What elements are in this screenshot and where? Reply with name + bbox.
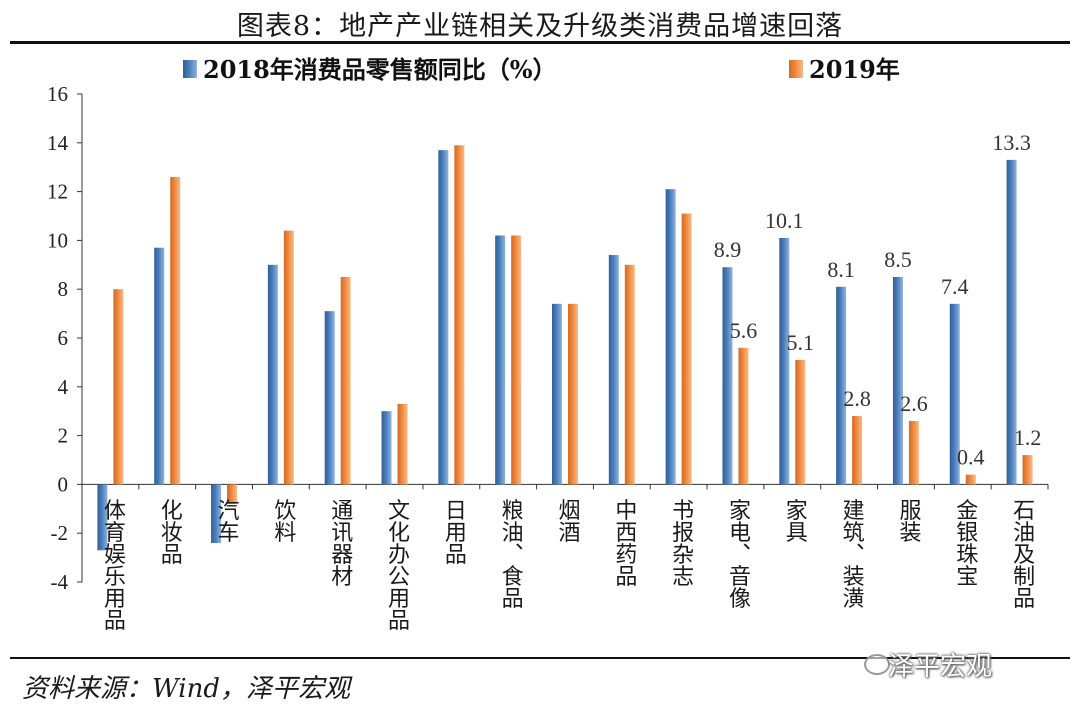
data-label: 0.4 bbox=[957, 445, 985, 470]
category-label: 建筑、装潢 bbox=[839, 498, 865, 608]
legend-label-2018: 2018年消费品零售额同比（%） bbox=[203, 55, 557, 84]
y-tick-label: 10 bbox=[47, 228, 68, 252]
bar-2018-3 bbox=[211, 484, 222, 543]
bar-2018-12 bbox=[722, 267, 733, 485]
bar-2018-9 bbox=[552, 303, 562, 485]
bar-2018-13 bbox=[779, 237, 790, 485]
y-tick-label: 16 bbox=[47, 82, 68, 106]
bar-2019-7 bbox=[454, 145, 465, 485]
data-label: 1.2 bbox=[1014, 425, 1042, 450]
bar-2018-14 bbox=[836, 286, 847, 485]
category-label: 石油及制品 bbox=[1009, 498, 1035, 608]
data-label: 2.6 bbox=[900, 391, 928, 416]
bar-2019-3 bbox=[227, 484, 238, 504]
category-label: 家具 bbox=[782, 498, 808, 542]
category-label: 体育娱乐用品 bbox=[100, 498, 126, 630]
category-label: 烟酒 bbox=[555, 498, 581, 542]
bar-2019-17 bbox=[1022, 455, 1033, 485]
bar-2019-8 bbox=[511, 235, 522, 485]
y-tick-label: 2 bbox=[58, 424, 69, 448]
category-label: 文化办公用品 bbox=[384, 498, 410, 630]
bar-2018-2 bbox=[154, 247, 165, 485]
data-label: 8.9 bbox=[714, 237, 742, 262]
bar-2018-1 bbox=[97, 484, 108, 551]
wechat-icon bbox=[864, 654, 890, 675]
bar-2019-15 bbox=[908, 420, 919, 485]
y-tick-label: 8 bbox=[58, 277, 69, 301]
bar-2019-14 bbox=[852, 416, 863, 485]
data-label: 13.3 bbox=[992, 130, 1031, 155]
bar-2019-5 bbox=[340, 277, 351, 485]
data-label: 2.8 bbox=[843, 386, 871, 411]
category-label: 通讯器材 bbox=[327, 498, 353, 586]
bar-2019-6 bbox=[397, 403, 408, 485]
bar-2018-7 bbox=[438, 150, 449, 485]
bar-2019-13 bbox=[795, 359, 806, 485]
watermark: 泽平宏观 bbox=[888, 652, 993, 682]
data-label: 10.1 bbox=[765, 208, 804, 233]
legend-swatch-2019 bbox=[789, 60, 803, 78]
bar-2018-11 bbox=[665, 189, 676, 485]
data-label: 5.6 bbox=[730, 318, 758, 343]
bar-2019-9 bbox=[568, 303, 578, 485]
y-tick-label: 0 bbox=[58, 472, 69, 496]
category-label: 家电、音像 bbox=[725, 498, 751, 608]
y-tick-label: -4 bbox=[51, 570, 69, 594]
y-tick-label: 6 bbox=[58, 326, 69, 350]
bar-2019-4 bbox=[283, 230, 294, 485]
category-label: 化妆品 bbox=[157, 498, 183, 564]
y-tick-label: 12 bbox=[47, 180, 68, 204]
bar-2018-8 bbox=[495, 235, 506, 485]
bar-chart: -4 -2 0 2 4 6 8 10 12 14 16 体育娱乐用品 化妆品 汽车 饮料 通讯器材 文化办公用品… bbox=[47, 55, 1049, 631]
chart-title: 图表8：地产产业链相关及升级类消费品增速回落 bbox=[236, 11, 844, 42]
data-label: 8.5 bbox=[884, 247, 912, 272]
y-tick-label: -2 bbox=[51, 521, 69, 545]
bar-2018-6 bbox=[381, 411, 392, 485]
bar-2018-15 bbox=[892, 277, 903, 485]
y-tick-label: 14 bbox=[47, 131, 69, 155]
bar-2018-4 bbox=[267, 264, 278, 485]
bar-2019-10 bbox=[624, 264, 635, 485]
data-label: 7.4 bbox=[941, 274, 969, 299]
title-underline bbox=[10, 41, 1070, 44]
category-label: 粮油、食品 bbox=[498, 498, 524, 608]
data-label: 5.1 bbox=[787, 330, 815, 355]
bar-2019-2 bbox=[170, 176, 181, 485]
legend-label-2019: 2019年 bbox=[809, 55, 900, 84]
category-label: 中西药品 bbox=[611, 498, 636, 586]
legend-swatch-2018 bbox=[183, 60, 197, 78]
bar-2018-10 bbox=[608, 255, 619, 485]
category-label: 汽车 bbox=[214, 498, 240, 542]
category-label: 金银珠宝 bbox=[952, 498, 978, 586]
footer-divider bbox=[10, 657, 1070, 659]
bar-2019-1 bbox=[113, 289, 124, 485]
category-label: 书报杂志 bbox=[668, 498, 694, 586]
bar-2019-16 bbox=[965, 474, 976, 485]
category-label: 饮料 bbox=[270, 498, 296, 542]
data-label: 8.1 bbox=[827, 257, 855, 282]
bar-2019-12 bbox=[738, 347, 749, 485]
source-note: 资料来源：Wind，泽平宏观 bbox=[22, 674, 350, 704]
bar-2018-16 bbox=[949, 303, 960, 485]
bar-2018-17 bbox=[1006, 159, 1017, 485]
category-label: 服装 bbox=[895, 498, 921, 542]
bar-2018-5 bbox=[324, 311, 335, 485]
bar-2019-11 bbox=[681, 213, 692, 485]
y-tick-label: 4 bbox=[58, 375, 69, 399]
category-label: 日用品 bbox=[441, 498, 467, 564]
